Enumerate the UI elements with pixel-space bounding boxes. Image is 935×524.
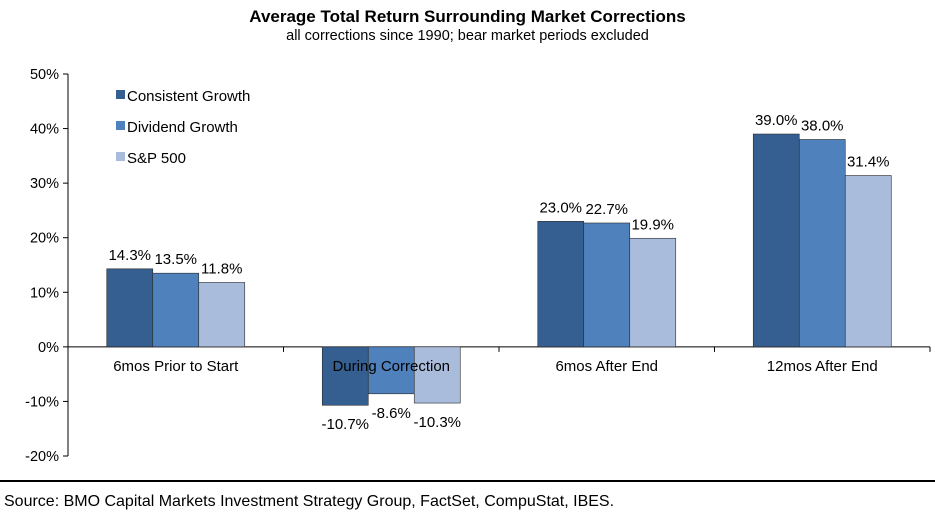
category-label: 6mos After End <box>555 358 658 375</box>
data-label: 11.8% <box>201 260 242 277</box>
data-label: 31.4% <box>847 154 890 171</box>
data-label: 39.0% <box>755 112 798 129</box>
category-label: During Correction <box>332 358 450 375</box>
legend-label: Dividend Growth <box>127 119 238 136</box>
data-label: -8.6% <box>372 405 411 422</box>
bar <box>198 282 246 348</box>
legend-label: Consistent Growth <box>127 88 250 105</box>
chart-title: Average Total Return Surrounding Market … <box>249 7 686 26</box>
legend-swatch <box>116 152 125 161</box>
y-tick-label: 50% <box>30 67 59 83</box>
data-label: 22.7% <box>585 201 628 218</box>
bar <box>537 221 585 348</box>
legend-swatch <box>116 121 125 130</box>
bar <box>844 175 892 348</box>
legend: Consistent Growth Dividend Growth S&P 500 <box>116 88 250 167</box>
category-label: 6mos Prior to Start <box>113 358 239 375</box>
data-label: -10.7% <box>321 416 369 433</box>
data-label: 38.0% <box>801 117 844 134</box>
bar <box>629 237 677 348</box>
bar <box>583 222 631 348</box>
data-label: 19.9% <box>631 216 674 233</box>
source-note: Source: BMO Capital Markets Investment S… <box>4 493 615 510</box>
chart-subtitle: all corrections since 1990; bear market … <box>286 28 649 44</box>
data-labels: 14.3% 13.5%11.8% -10.7%-8.6%-10.3% 23.0% 22.… <box>108 112 889 433</box>
y-tick-label: 40% <box>30 122 59 138</box>
category-label: 12mos After End <box>767 358 878 375</box>
y-tick-label: 10% <box>30 285 59 301</box>
y-tick-label: 30% <box>30 176 59 192</box>
footer-divider <box>0 480 935 482</box>
y-tick-label: -10% <box>25 394 59 410</box>
y-tick-label: -20% <box>25 449 59 465</box>
data-label: 14.3% <box>108 247 151 264</box>
data-label: 13.5% <box>154 251 197 268</box>
bar <box>752 133 800 348</box>
data-label: -10.3% <box>413 414 461 431</box>
bar <box>321 346 369 406</box>
bar <box>367 346 415 395</box>
data-label: 23.0% <box>539 199 582 216</box>
bars <box>106 133 892 406</box>
legend-swatch <box>116 90 125 99</box>
bar <box>106 268 154 348</box>
y-tick-label: 0% <box>38 340 59 356</box>
category-labels: 6mos Prior to Start During Correction 6mos… <box>113 358 877 375</box>
bar <box>413 346 461 404</box>
legend-label: S&P 500 <box>127 150 186 167</box>
y-tick-label: 20% <box>30 231 59 247</box>
bar <box>152 272 200 348</box>
bar-chart: -20% -10% 0% 10% 20% 30% 40% 50% 6mos Prior to … <box>25 67 931 465</box>
bar <box>798 139 846 348</box>
